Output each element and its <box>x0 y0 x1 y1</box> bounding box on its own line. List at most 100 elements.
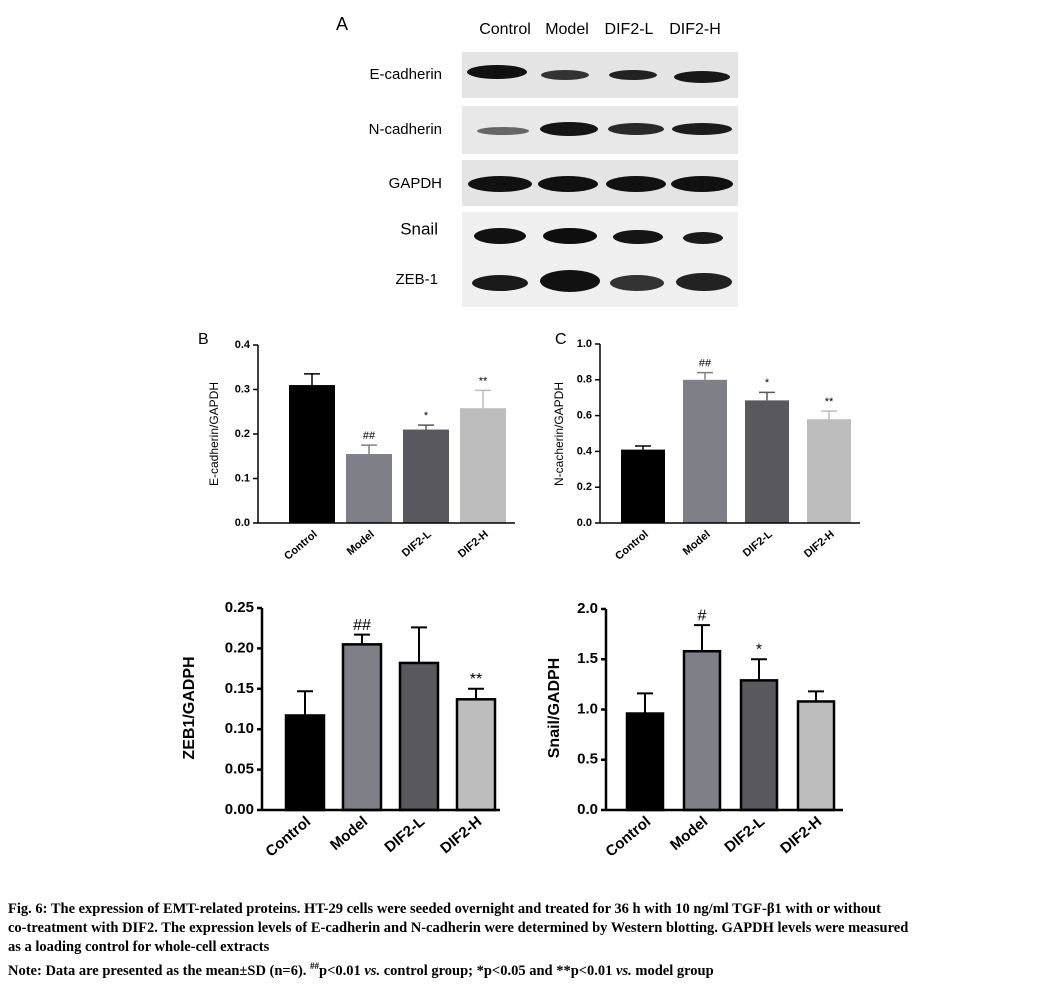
y-tick-label: 0.2 <box>577 481 592 493</box>
note-symbol: ## <box>310 961 320 971</box>
x-tick-label: DIF2-H <box>456 528 491 560</box>
bar <box>625 712 665 812</box>
x-tick-label: Model <box>327 813 371 854</box>
error-bar <box>635 445 651 450</box>
x-tick-label: DIF2-H <box>802 528 837 560</box>
y-tick-label: 0.8 <box>577 374 592 386</box>
caption: Fig. 6: The expression of EMT-related pr… <box>8 900 908 981</box>
y-tick-label: 1.5 <box>577 650 598 667</box>
y-tick-label: 0.20 <box>225 639 254 656</box>
bar <box>745 400 789 523</box>
protein-label: ZEB-1 <box>395 271 438 288</box>
bar <box>403 429 449 523</box>
y-tick-label: 0.1 <box>235 472 250 484</box>
caption-line: as a loading control for whole-cell extr… <box>8 939 270 955</box>
y-tick-label: 0.0 <box>577 801 598 818</box>
error-bar <box>361 444 377 455</box>
caption-line: Fig. 6: The expression of EMT-related pr… <box>8 901 881 917</box>
y-tick-label: 0.3 <box>235 383 250 395</box>
error-bar <box>759 391 775 401</box>
significance-mark: * <box>424 410 429 422</box>
y-tick-label: 0.4 <box>235 339 251 351</box>
x-tick-label: Control <box>282 528 320 562</box>
bar <box>683 379 727 523</box>
error-bar <box>808 690 824 702</box>
error-bar <box>751 658 767 681</box>
x-tick-label: DIF2-L <box>721 813 768 856</box>
x-tick-label: Control <box>613 528 651 562</box>
panel-label: C <box>555 331 567 348</box>
error-bar <box>694 624 710 652</box>
bar <box>807 419 851 523</box>
lane-label: Model <box>545 21 589 38</box>
error-bar <box>697 371 713 380</box>
error-bar <box>354 633 370 645</box>
bar <box>398 661 440 812</box>
x-tick-label: DIF2-L <box>741 528 775 559</box>
y-tick-label: 0.10 <box>225 720 254 737</box>
y-tick-label: 1.0 <box>577 700 598 717</box>
protein-label: Snail <box>400 219 438 238</box>
figure-graphics: A Control Model DIF2-L DIF2-H E-cadherin… <box>181 14 860 860</box>
lane-label: DIF2-H <box>669 21 721 38</box>
bar <box>682 649 722 812</box>
panel-label: B <box>198 331 209 348</box>
error-bar <box>468 687 484 700</box>
note-text: vs. <box>616 962 632 979</box>
bar <box>621 449 665 523</box>
significance-mark: * <box>756 641 762 658</box>
significance-mark: ## <box>353 617 371 634</box>
error-bar <box>297 690 313 716</box>
x-tick-label: Control <box>262 813 314 860</box>
blot <box>462 52 738 307</box>
significance-mark: # <box>698 607 707 624</box>
significance-mark: ** <box>479 375 488 387</box>
y-axis-label: ZEB1/GADPH <box>181 656 198 759</box>
x-tick-label: Model <box>681 528 713 558</box>
bar <box>341 643 383 812</box>
protein-label: N-cadherin <box>369 121 442 138</box>
y-tick-label: 0.05 <box>225 761 254 778</box>
y-tick-label: 0.00 <box>225 801 254 818</box>
y-tick-label: 0.2 <box>235 428 250 440</box>
panel-label: A <box>336 14 348 34</box>
bar <box>739 679 779 812</box>
bar <box>284 714 326 812</box>
x-tick-label: Model <box>345 528 377 558</box>
x-tick-label: Model <box>667 813 711 854</box>
caption-line: co-treatment with DIF2. The expression l… <box>8 920 909 936</box>
bar <box>346 454 392 523</box>
y-tick-label: 0.5 <box>577 751 598 768</box>
significance-mark: ## <box>363 430 376 442</box>
error-bar <box>637 692 653 714</box>
note-text: vs. <box>364 962 381 979</box>
error-bar <box>304 373 320 386</box>
error-bar <box>475 389 491 409</box>
y-tick-label: 2.0 <box>577 600 598 617</box>
y-axis-label: E-cadherin/GAPDH <box>207 382 221 486</box>
x-tick-label: DIF2-H <box>777 813 825 857</box>
y-tick-label: 0.15 <box>225 680 254 697</box>
y-axis-label: Snail/GADPH <box>546 658 563 758</box>
bar <box>289 385 335 523</box>
error-bar <box>411 626 427 663</box>
x-tick-label: DIF2-H <box>437 813 485 857</box>
caption-note: Note: Data are presented as the mean±SD … <box>8 957 908 981</box>
bar <box>455 698 497 812</box>
lane-label: DIF2-L <box>605 21 654 38</box>
note-text: model group <box>631 962 714 979</box>
lane-label: Control <box>479 21 531 38</box>
significance-mark: ## <box>699 358 712 370</box>
y-axis-label: N-cacherin/GAPDH <box>552 382 566 486</box>
bar <box>460 408 506 523</box>
y-tick-label: 0.6 <box>577 410 592 422</box>
note-text: p<0.01 <box>319 962 365 979</box>
y-tick-label: 0.4 <box>577 445 593 457</box>
y-tick-label: 0.0 <box>577 517 592 529</box>
y-tick-label: 0.0 <box>235 517 250 529</box>
error-bar <box>821 410 837 420</box>
x-tick-label: DIF2-L <box>381 813 428 856</box>
x-tick-label: DIF2-L <box>400 528 434 559</box>
significance-mark: * <box>765 377 770 389</box>
